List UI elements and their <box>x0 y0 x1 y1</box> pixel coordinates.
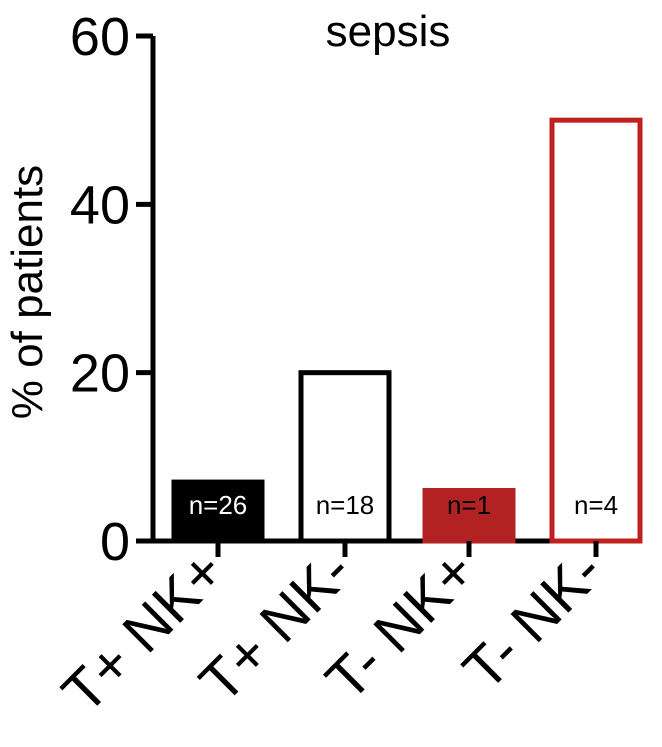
y-axis-label: % of patients <box>3 165 52 419</box>
chart-title: sepsis <box>326 7 451 56</box>
y-tick-label: 20 <box>70 344 130 404</box>
x-tick-label: T- NK- <box>451 538 615 702</box>
y-tick-label: 0 <box>100 512 130 572</box>
bar <box>422 488 516 544</box>
bar <box>549 117 643 544</box>
bar-count-label: n=18 <box>316 490 375 520</box>
y-tick-label: 40 <box>70 175 130 235</box>
bar <box>298 370 392 544</box>
x-ticks: T+ NK+T+ NK-T- NK+T- NK- <box>50 538 615 725</box>
bar-count-label: n=4 <box>574 490 618 520</box>
bar-count-label: n=1 <box>447 490 491 520</box>
bar-count-label: n=26 <box>189 490 248 520</box>
y-tick-label: 60 <box>70 7 130 67</box>
x-tick-label: T+ NK+ <box>50 538 237 725</box>
bars: n=26 n=18 n=1 n=4 <box>171 117 643 544</box>
y-ticks: 0 20 40 60 <box>70 7 153 572</box>
